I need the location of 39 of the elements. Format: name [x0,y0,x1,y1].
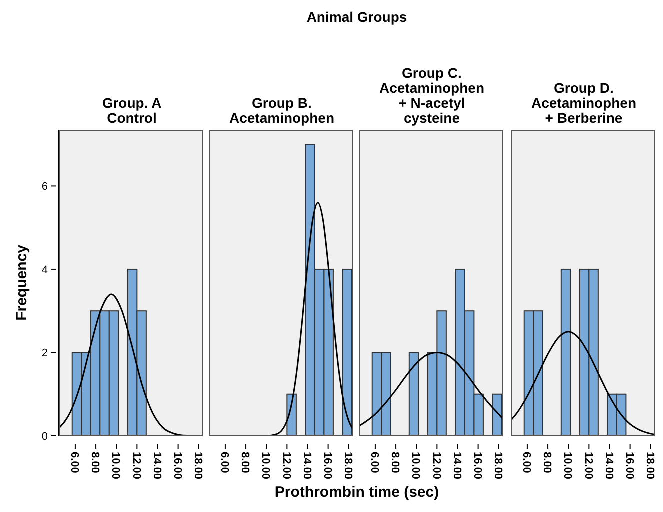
x-tick-label: 18.00 [492,452,504,480]
x-tick-label: 16.00 [623,452,636,480]
x-tick-label: 14.00 [150,452,163,480]
x-axis-title: Prothrombin time (sec) [274,484,440,501]
x-tick-label: 10.00 [410,452,422,480]
chart-title: Group. A Control [101,95,163,126]
x-tick-label: 10.00 [562,452,574,480]
x-tick-label: 10.00 [110,452,122,480]
chart-title: Group D. Acetaminophen + Berberine [530,80,638,126]
x-tick-label: 14.00 [450,452,463,480]
x-tick-label: 8.00 [389,452,402,474]
x-tick-label: 16.00 [471,452,484,480]
x-tick-label: 12.00 [430,452,442,480]
x-tick-label: 14.00 [300,452,313,480]
chart-title: Group B. Acetaminophen [228,95,336,126]
x-tick-label: 18.00 [192,452,204,480]
x-tick-label: 18.00 [342,452,354,480]
x-tick-label: 16.00 [171,452,184,480]
x-tick-label: 8.00 [541,452,554,474]
x-tick-label: 6.00 [218,452,231,474]
x-tick-label: 6.00 [68,452,81,474]
x-tick-label: 12.00 [130,452,142,480]
x-tick-label: 6.00 [368,452,381,474]
y-axis-title: Frequency [14,245,30,321]
x-tick-label: 12.00 [280,452,292,480]
x-tick-label: 14.00 [602,452,615,480]
y-tick-label: 6 [42,181,48,194]
x-tick-label: 18.00 [644,452,656,480]
x-tick-label: 16.00 [321,452,334,480]
x-tick-label: 10.00 [260,452,272,480]
x-tick-label: 12.00 [582,452,594,480]
y-tick-label: 4 [42,264,48,276]
x-tick-label: 8.00 [89,452,102,474]
x-tick-label: 8.00 [239,452,252,474]
x-tick-label: 6.00 [520,452,533,474]
chart-title: Group C. Acetaminophen + N-acetyl cysteine [378,65,486,126]
text: Animal Groups [306,9,408,25]
y-tick-label: 0 [42,430,48,443]
y-tick-label: 2 [42,348,48,360]
